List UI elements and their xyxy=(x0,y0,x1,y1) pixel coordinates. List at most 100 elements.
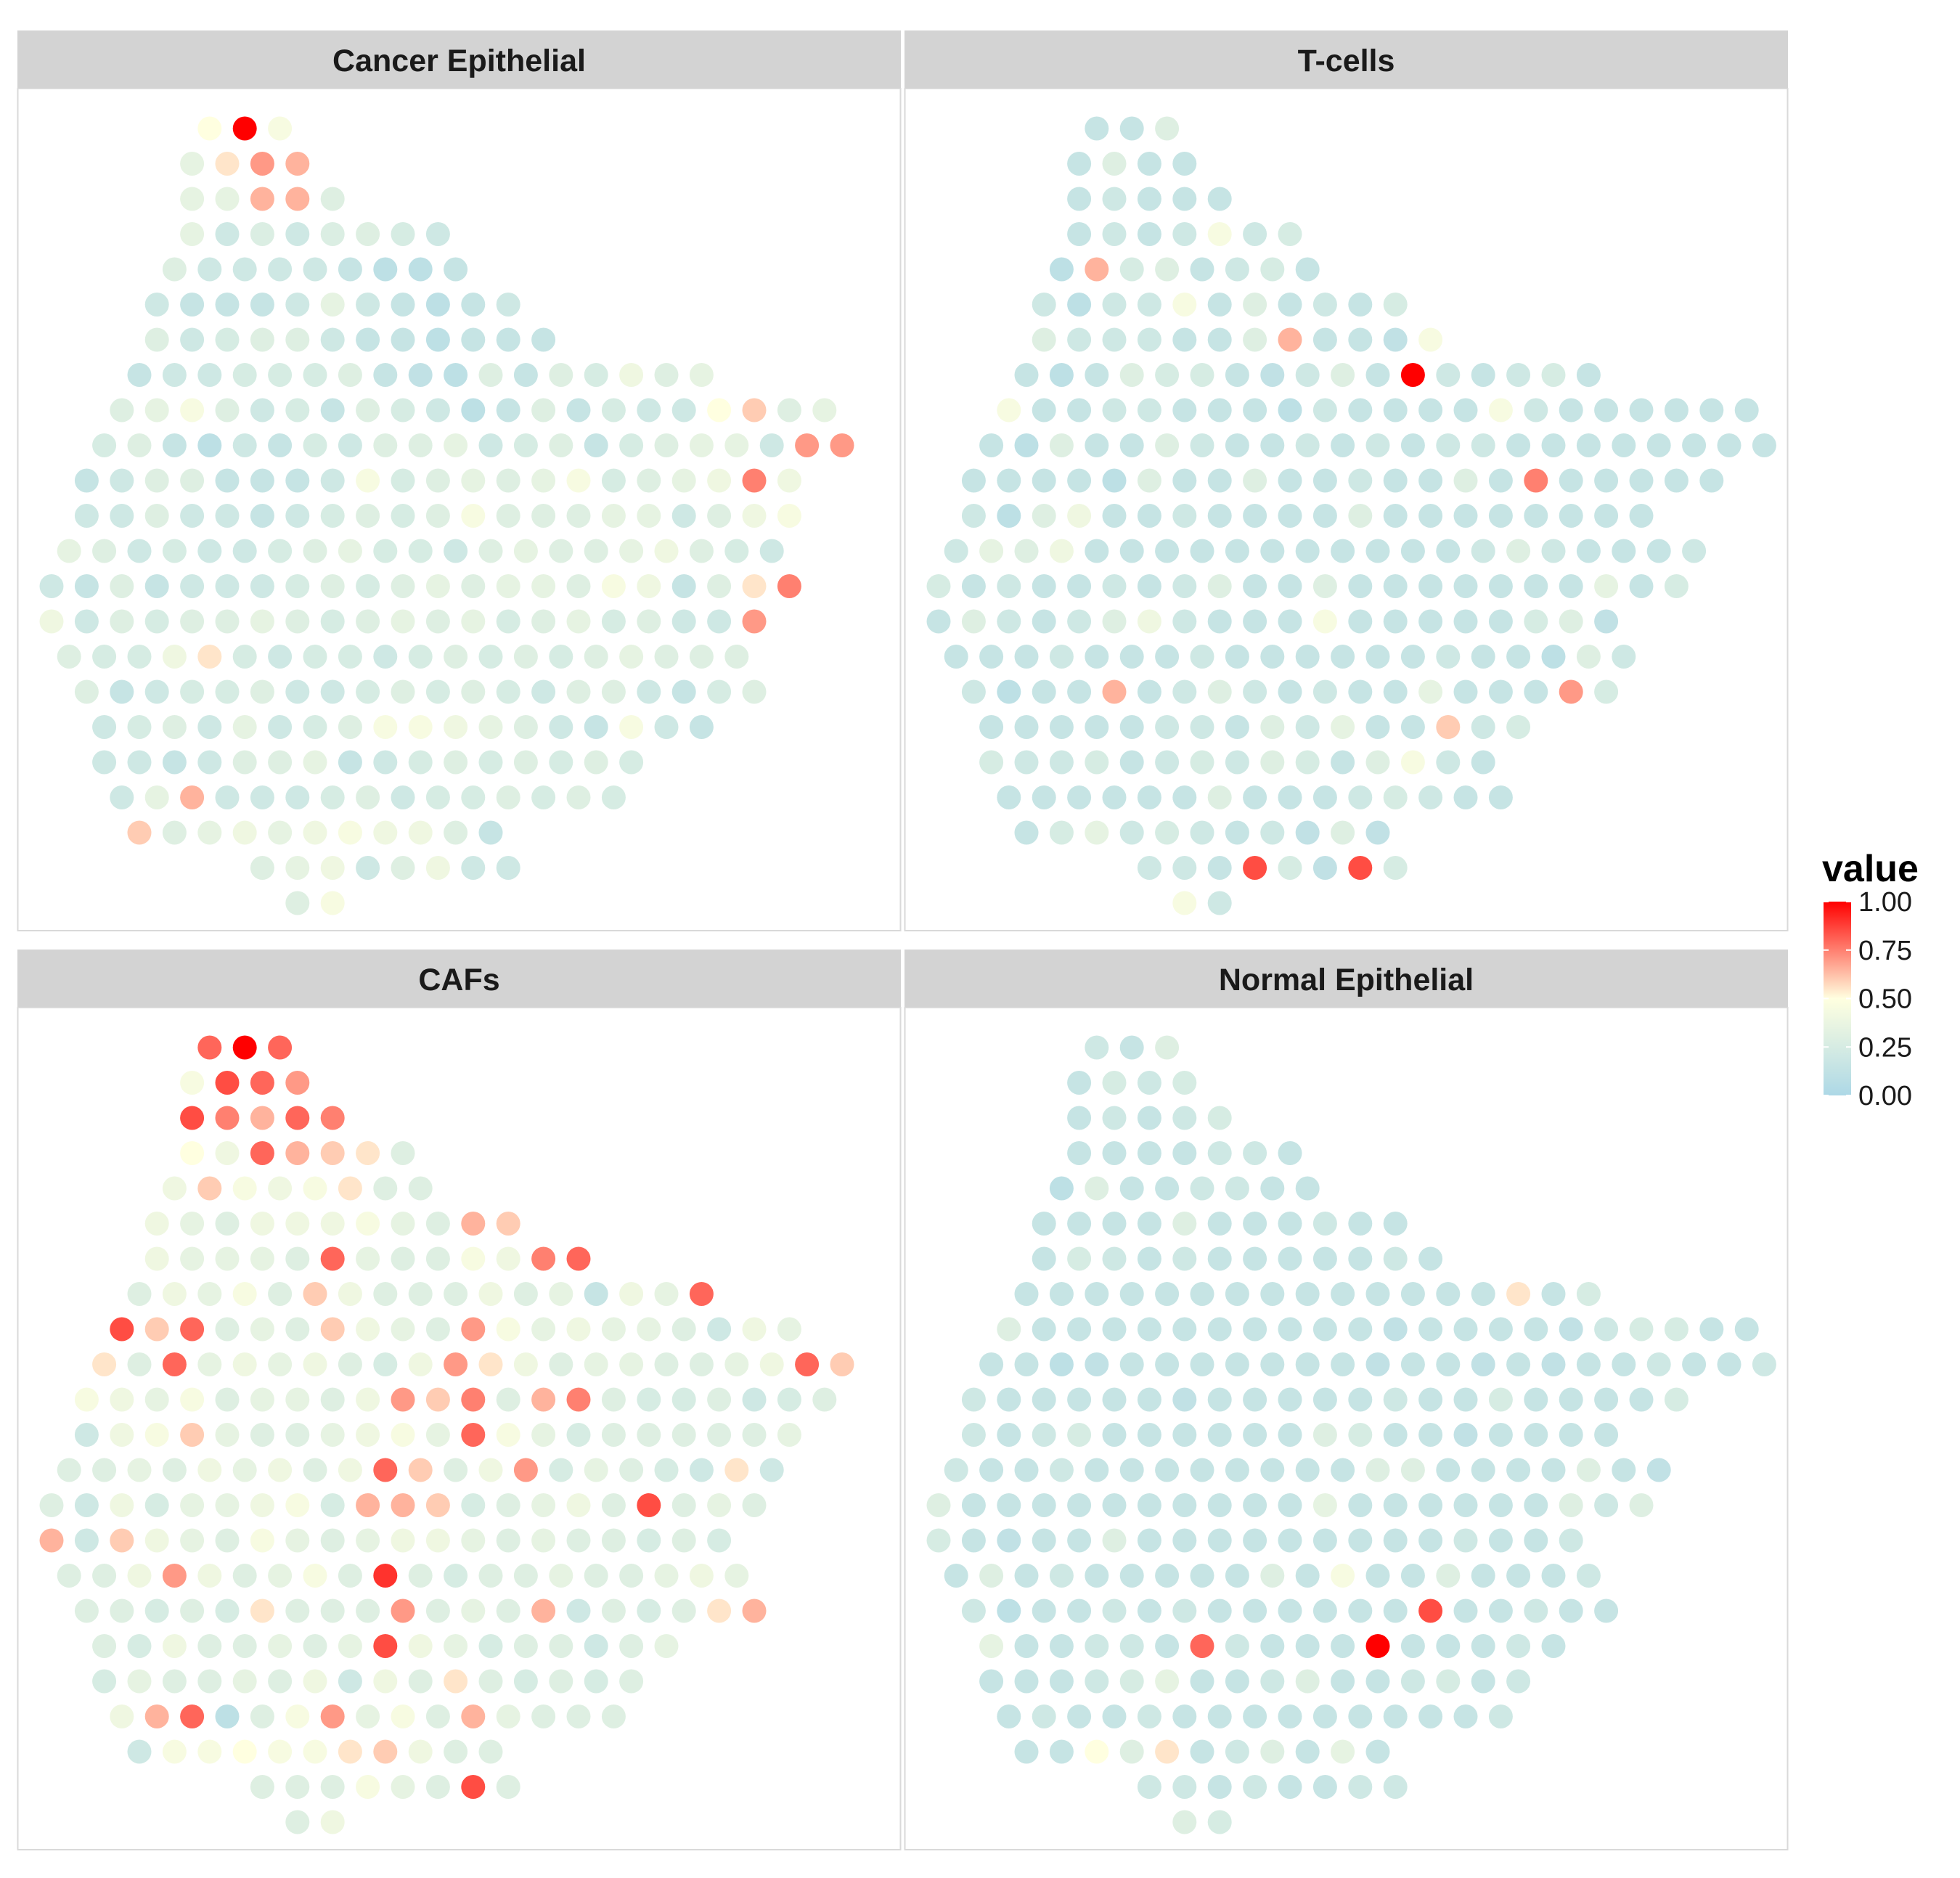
spot-point xyxy=(1312,398,1337,422)
spot-point xyxy=(1418,1599,1443,1623)
spot-point xyxy=(391,504,415,528)
spot-point xyxy=(356,1493,380,1517)
spot-point xyxy=(1243,327,1267,352)
spot-point xyxy=(461,1212,486,1236)
spot-point xyxy=(1207,1387,1232,1412)
spot-point xyxy=(303,1282,327,1306)
spot-point xyxy=(1137,1141,1161,1165)
spot-point xyxy=(1155,1564,1180,1588)
spot-point xyxy=(356,574,380,598)
spot-point xyxy=(777,504,801,528)
spot-point xyxy=(338,715,362,739)
spot-point xyxy=(689,539,714,563)
spot-point xyxy=(215,609,240,634)
spot-point xyxy=(1295,750,1320,775)
spot-point xyxy=(1331,1634,1355,1658)
spot-point xyxy=(110,468,134,493)
spot-point xyxy=(1067,1423,1092,1447)
spot-point xyxy=(1137,1246,1161,1271)
spot-point xyxy=(1383,609,1408,634)
spot-point xyxy=(356,1317,380,1342)
spot-point xyxy=(215,504,240,528)
spot-point xyxy=(1260,645,1285,669)
spot-point xyxy=(250,1705,274,1728)
spot-point xyxy=(320,1775,345,1799)
spot-point xyxy=(180,1212,205,1236)
spot-point xyxy=(1085,1669,1109,1694)
spot-point xyxy=(144,574,169,598)
spot-point xyxy=(1172,1528,1197,1553)
spot-point xyxy=(1576,1564,1601,1588)
spot-point xyxy=(1014,539,1039,563)
spot-point xyxy=(1225,1458,1249,1482)
spot-point xyxy=(1243,785,1267,809)
spot-point xyxy=(285,891,310,915)
spot-point xyxy=(1278,398,1302,422)
spot-point xyxy=(1085,433,1109,457)
spot-point xyxy=(689,1564,714,1588)
spot-point xyxy=(461,609,486,634)
spot-point xyxy=(724,539,749,563)
spot-point xyxy=(584,1669,608,1694)
spot-point xyxy=(742,504,767,528)
spot-point xyxy=(1172,1810,1197,1834)
spot-point xyxy=(1331,433,1355,457)
spot-point xyxy=(232,1035,257,1060)
spot-point xyxy=(1172,1705,1197,1728)
spot-point xyxy=(1207,609,1232,634)
spot-point xyxy=(320,222,345,246)
spot-point xyxy=(1172,1071,1197,1095)
spot-point xyxy=(1365,1739,1390,1764)
spot-point xyxy=(1471,1669,1495,1694)
spot-point xyxy=(162,433,187,457)
spot-point xyxy=(1014,1669,1039,1694)
spot-point xyxy=(180,1246,205,1271)
spot-point xyxy=(724,1458,749,1482)
spot-point xyxy=(1383,1387,1408,1412)
spot-point xyxy=(1207,1106,1232,1130)
spot-point xyxy=(232,1564,257,1588)
spot-point xyxy=(513,363,538,387)
spot-point xyxy=(268,116,293,141)
spot-point xyxy=(478,715,503,739)
spot-point xyxy=(1190,1669,1214,1694)
spot-point xyxy=(549,645,573,669)
spot-point xyxy=(619,1458,644,1482)
spot-point xyxy=(425,856,450,880)
spot-point xyxy=(1348,856,1373,880)
spot-point xyxy=(1524,609,1548,634)
spot-point xyxy=(197,1282,222,1306)
spot-point xyxy=(1155,1669,1180,1694)
spot-point xyxy=(127,539,152,563)
spot-point xyxy=(944,1458,968,1482)
spot-point xyxy=(1488,1528,1513,1553)
spot-point xyxy=(496,1387,520,1412)
spot-point xyxy=(496,679,520,704)
spot-point xyxy=(250,679,274,704)
spot-point xyxy=(513,715,538,739)
spot-point xyxy=(997,1317,1021,1342)
spot-point xyxy=(707,679,732,704)
spot-point xyxy=(215,1246,240,1271)
spot-point xyxy=(1524,1528,1548,1553)
spot-point xyxy=(356,609,380,634)
spot-point xyxy=(356,1705,380,1728)
spot-point xyxy=(1119,1634,1144,1658)
spot-point xyxy=(1032,574,1056,598)
spot-point xyxy=(1471,433,1495,457)
spot-point xyxy=(1400,715,1425,739)
spot-point xyxy=(1243,398,1267,422)
spot-point xyxy=(1312,1528,1337,1553)
facet-title: T-cells xyxy=(1298,44,1395,78)
spot-point xyxy=(619,645,644,669)
spot-point xyxy=(1032,504,1056,528)
spot-point xyxy=(724,1352,749,1376)
spot-point xyxy=(1471,645,1495,669)
spot-point xyxy=(1207,1317,1232,1342)
spot-point xyxy=(1331,1669,1355,1694)
spot-point xyxy=(1734,1317,1759,1342)
spot-point xyxy=(1243,504,1267,528)
spot-point xyxy=(496,1493,520,1517)
spot-point xyxy=(338,539,362,563)
